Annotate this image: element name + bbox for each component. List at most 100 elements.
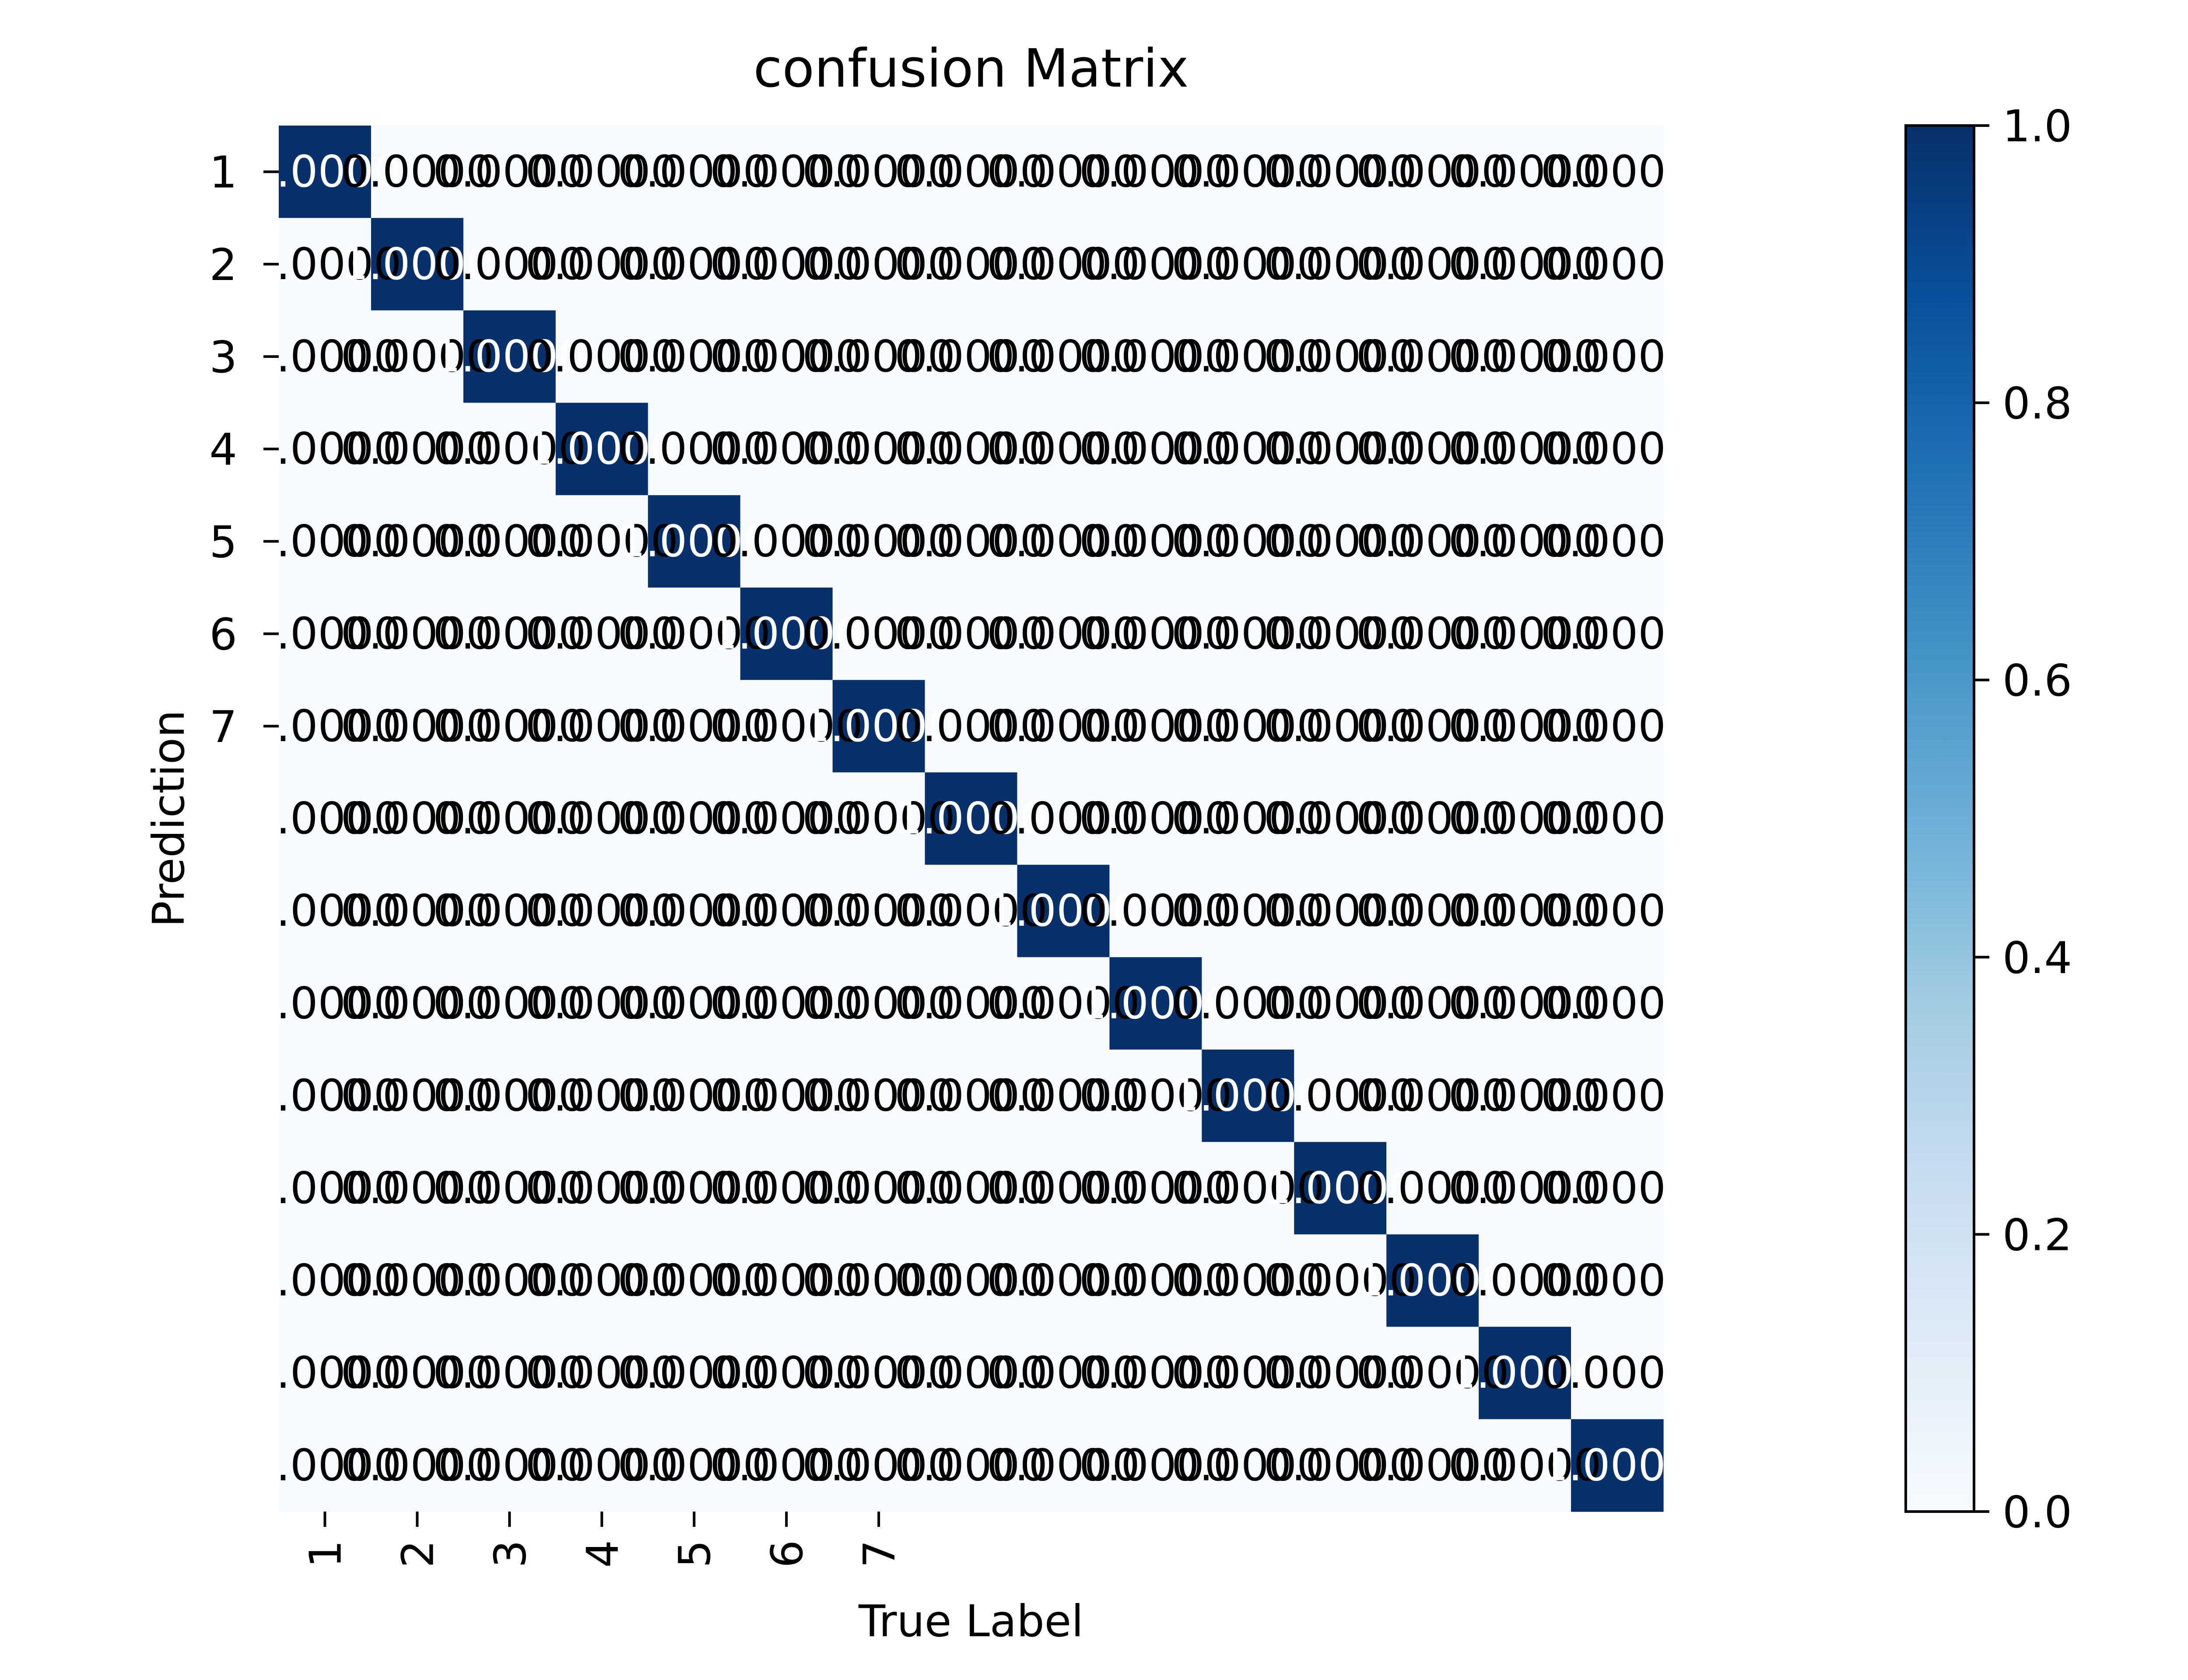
cell-label-r12-c1: 0.0000 xyxy=(249,1162,402,1214)
heatmap-cell-r1-c7 xyxy=(832,126,926,218)
colorbar-tick-label-0.4: 0.4 xyxy=(2002,932,2072,984)
cell-label-r6-c14: 0.0000 xyxy=(1448,608,1602,659)
cell-label-r1-c4: 0.0000 xyxy=(525,146,678,197)
cell-label-r15-c14: 0.0000 xyxy=(1448,1439,1602,1491)
heatmap-cell-r1-c13 xyxy=(1386,126,1479,218)
heatmap-cell-r12-c6 xyxy=(740,1142,833,1235)
cell-label-r12-c6: 0.0000 xyxy=(710,1162,863,1214)
heatmap-cell-r14-c10 xyxy=(1109,1326,1202,1420)
cell-label-r7-c5: 0.0000 xyxy=(617,700,771,752)
cell-label-r10-c4: 0.0000 xyxy=(525,977,678,1029)
cell-label-r12-c14: 0.0000 xyxy=(1448,1162,1602,1214)
heatmap-cell-r7-c11 xyxy=(1202,680,1294,773)
cell-label-r3-c14: 0.0000 xyxy=(1448,331,1602,382)
heatmap-cell-r7-c15 xyxy=(1571,680,1664,773)
cell-label-r10-c14: 0.0000 xyxy=(1448,977,1602,1029)
heatmap-cell-r14-c15 xyxy=(1571,1326,1664,1420)
heatmap-cell-r10-c11 xyxy=(1202,957,1294,1050)
cell-label-r1-c9: 0.0000 xyxy=(987,146,1140,197)
heatmap-cell-r13-c8 xyxy=(925,1234,1018,1327)
cell-label-r13-c5: 0.0000 xyxy=(617,1255,771,1306)
heatmap-cell-r10-c8 xyxy=(925,957,1018,1050)
cell-label-r10-c11: 0.0000 xyxy=(1171,977,1325,1029)
cell-label-r11-c4: 0.0000 xyxy=(525,1070,678,1121)
heatmap-cell-r13-c10 xyxy=(1109,1234,1202,1327)
heatmap-cell-r15-c11 xyxy=(1202,1419,1294,1512)
heatmap-cell-r13-c9 xyxy=(1017,1234,1110,1327)
heatmap-cell-r8-c13 xyxy=(1386,772,1479,865)
heatmap-cell-r13-c2 xyxy=(371,1234,464,1327)
cell-label-r4-c4: 1.0000 xyxy=(525,423,678,474)
cell-label-r11-c5: 0.0000 xyxy=(617,1070,771,1121)
heatmap-cell-r10-c1 xyxy=(279,957,372,1050)
cell-label-r1-c13: 0.0000 xyxy=(1356,146,1509,197)
cell-label-r1-c6: 0.0000 xyxy=(710,146,863,197)
cell-label-r12-c5: 0.0000 xyxy=(617,1162,771,1214)
heatmap-cell-r11-c2 xyxy=(371,1050,464,1142)
heatmap-cell-r4-c11 xyxy=(1202,402,1294,496)
heatmap-cell-r10-c2 xyxy=(371,957,464,1050)
heatmap-cell-r9-c13 xyxy=(1386,864,1479,958)
heatmap-cell-r7-c14 xyxy=(1479,680,1571,773)
cell-label-r3-c2: 0.0000 xyxy=(340,331,494,382)
cell-label-r8-c5: 0.0000 xyxy=(617,793,771,844)
cell-label-r2-c3: 0.0000 xyxy=(433,238,586,290)
heatmap-cell-r12-c13 xyxy=(1386,1142,1479,1235)
cell-label-r8-c13: 0.0000 xyxy=(1356,793,1509,844)
cell-label-r13-c14: 0.0000 xyxy=(1448,1255,1602,1306)
heatmap-cell-r2-c6 xyxy=(740,218,833,311)
cell-label-r6-c1: 0.0000 xyxy=(249,608,402,659)
x-tick-label-1: 1 xyxy=(300,1540,351,1568)
cell-label-r10-c13: 0.0000 xyxy=(1356,977,1509,1029)
cell-label-r12-c13: 0.0000 xyxy=(1356,1162,1509,1214)
cell-label-r7-c10: 0.0000 xyxy=(1079,700,1232,752)
cell-label-r1-c1: 1.0000 xyxy=(249,146,402,197)
cell-label-r2-c13: 0.0000 xyxy=(1356,238,1509,290)
cell-label-r15-c5: 0.0000 xyxy=(617,1439,771,1491)
cell-label-r9-c6: 0.0000 xyxy=(710,885,863,936)
heatmap-cell-r9-c8 xyxy=(925,864,1018,958)
cell-label-r4-c11: 0.0000 xyxy=(1171,423,1325,474)
cell-label-r13-c10: 0.0000 xyxy=(1079,1255,1232,1306)
heatmap-cell-r1-c8 xyxy=(925,126,1018,218)
cell-label-r7-c7: 1.0000 xyxy=(802,700,955,752)
heatmap-cell-r8-c10 xyxy=(1109,772,1202,865)
cell-label-r5-c13: 0.0000 xyxy=(1356,515,1509,567)
cell-label-r2-c14: 0.0000 xyxy=(1448,238,1602,290)
heatmap-cell-r6-c5 xyxy=(648,588,741,680)
heatmap-cell-r4-c1 xyxy=(279,402,372,496)
cell-label-r9-c7: 0.0000 xyxy=(802,885,955,936)
heatmap-cell-r9-c6 xyxy=(740,864,833,958)
colorbar-tick-label-0.6: 0.6 xyxy=(2002,655,2072,706)
heatmap-cell-r5-c13 xyxy=(1386,495,1479,588)
heatmap-cell-r15-c8 xyxy=(925,1419,1018,1512)
cell-label-r12-c7: 0.0000 xyxy=(802,1162,955,1214)
cell-label-r1-c8: 0.0000 xyxy=(894,146,1048,197)
heatmap-cell-r2-c11 xyxy=(1202,218,1294,311)
cell-label-r9-c9: 1.0000 xyxy=(987,885,1140,936)
heatmap-cell-r6-c2 xyxy=(371,588,464,680)
cell-label-r5-c15: 0.0000 xyxy=(1541,515,1694,567)
heatmap-cell-r2-c4 xyxy=(555,218,649,311)
cell-label-r2-c7: 0.0000 xyxy=(802,238,955,290)
heatmap-cell-r3-c6 xyxy=(740,310,833,403)
heatmap-cell-r14-c6 xyxy=(740,1326,833,1420)
cell-label-r6-c2: 0.0000 xyxy=(340,608,494,659)
colorbar-ticks: 0.0 0.2 0.4 0.6 0.8 1.0 xyxy=(1974,101,2072,1538)
cell-label-r14-c4: 0.0000 xyxy=(525,1347,678,1398)
heatmap-cell-r13-c3 xyxy=(463,1234,556,1327)
cell-label-r1-c15: 0.0000 xyxy=(1541,146,1694,197)
heatmap-cell-r5-c9 xyxy=(1017,495,1110,588)
cell-label-r5-c8: 0.0000 xyxy=(894,515,1048,567)
heatmap-cell-r10-c14 xyxy=(1479,957,1571,1050)
cell-label-r14-c5: 0.0000 xyxy=(617,1347,771,1398)
cell-label-r3-c4: 0.0000 xyxy=(525,331,678,382)
cell-label-r8-c10: 0.0000 xyxy=(1079,793,1232,844)
heatmap-cell-r12-c4 xyxy=(555,1142,649,1235)
cell-label-r2-c1: 0.0000 xyxy=(249,238,402,290)
cell-label-r6-c3: 0.0000 xyxy=(433,608,586,659)
cell-label-r4-c7: 0.0000 xyxy=(802,423,955,474)
heatmap-cell-r9-c9 xyxy=(1017,864,1110,958)
cell-label-r4-c6: 0.0000 xyxy=(710,423,863,474)
